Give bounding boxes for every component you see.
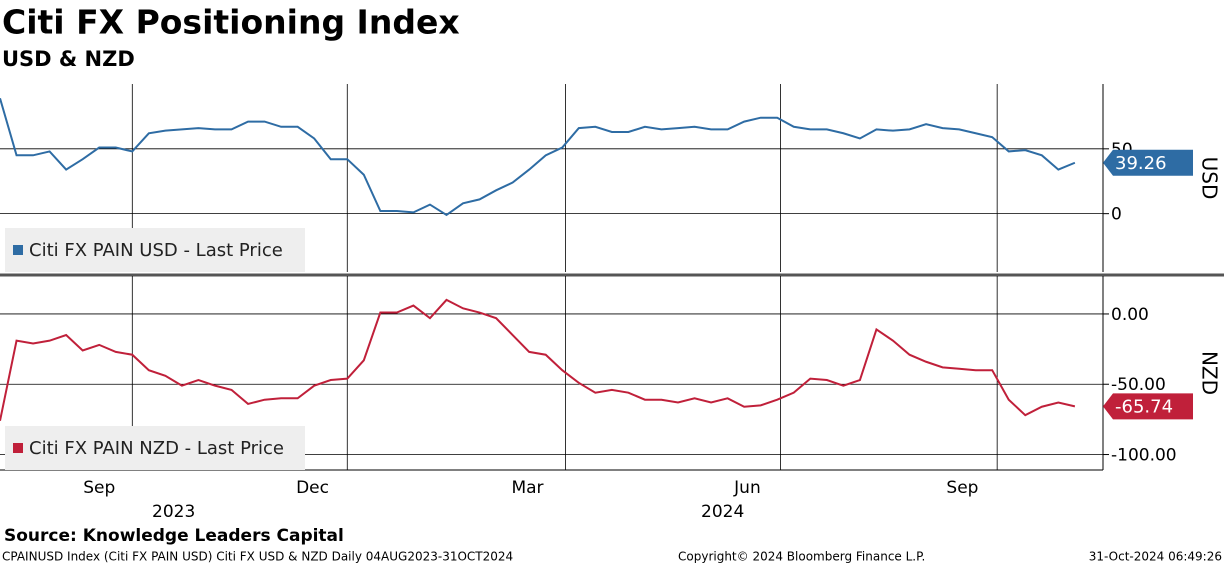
subtitle: USD & NZD (2, 47, 135, 71)
series-line (0, 97, 1076, 217)
y-tick-label: 0 (1111, 205, 1122, 225)
legend-label: Citi FX PAIN USD - Last Price (29, 240, 283, 261)
source: Source: Knowledge Leaders Capital (4, 526, 344, 546)
x-tick-label: Mar (511, 478, 543, 498)
y-tick-label: -50.00 (1111, 375, 1166, 395)
x-tick-label: Sep (83, 478, 115, 498)
y-axis-title: NZD (1198, 351, 1222, 395)
legend-box (5, 426, 305, 470)
y-tick-label: -100.00 (1111, 446, 1177, 466)
y-axis-title: USD (1198, 157, 1222, 200)
legend-swatch (13, 443, 23, 453)
x-major-label: 2023 (152, 502, 195, 522)
last-value-label: -65.74 (1115, 396, 1173, 417)
x-tick-label: Sep (946, 478, 978, 498)
x-major-label: 2024 (701, 502, 744, 522)
x-tick-label: Dec (296, 478, 329, 498)
legend-label: Citi FX PAIN NZD - Last Price (29, 438, 284, 459)
timestamp: 31-Oct-2024 06:49:26 (1089, 550, 1222, 564)
copyright: Copyright© 2024 Bloomberg Finance L.P. (678, 550, 925, 564)
y-tick-label: 0.00 (1111, 305, 1149, 325)
series-line (0, 298, 1076, 421)
legend-swatch (13, 245, 23, 255)
title: Citi FX Positioning Index (2, 3, 460, 42)
legend-box (5, 228, 305, 272)
last-value-box (1103, 149, 1193, 176)
last-value-box (1103, 393, 1193, 420)
last-value-label: 39.26 (1115, 153, 1167, 174)
x-tick-label: Jun (733, 478, 761, 498)
description: CPAINUSD Index (Citi FX PAIN USD) Citi F… (2, 550, 513, 564)
